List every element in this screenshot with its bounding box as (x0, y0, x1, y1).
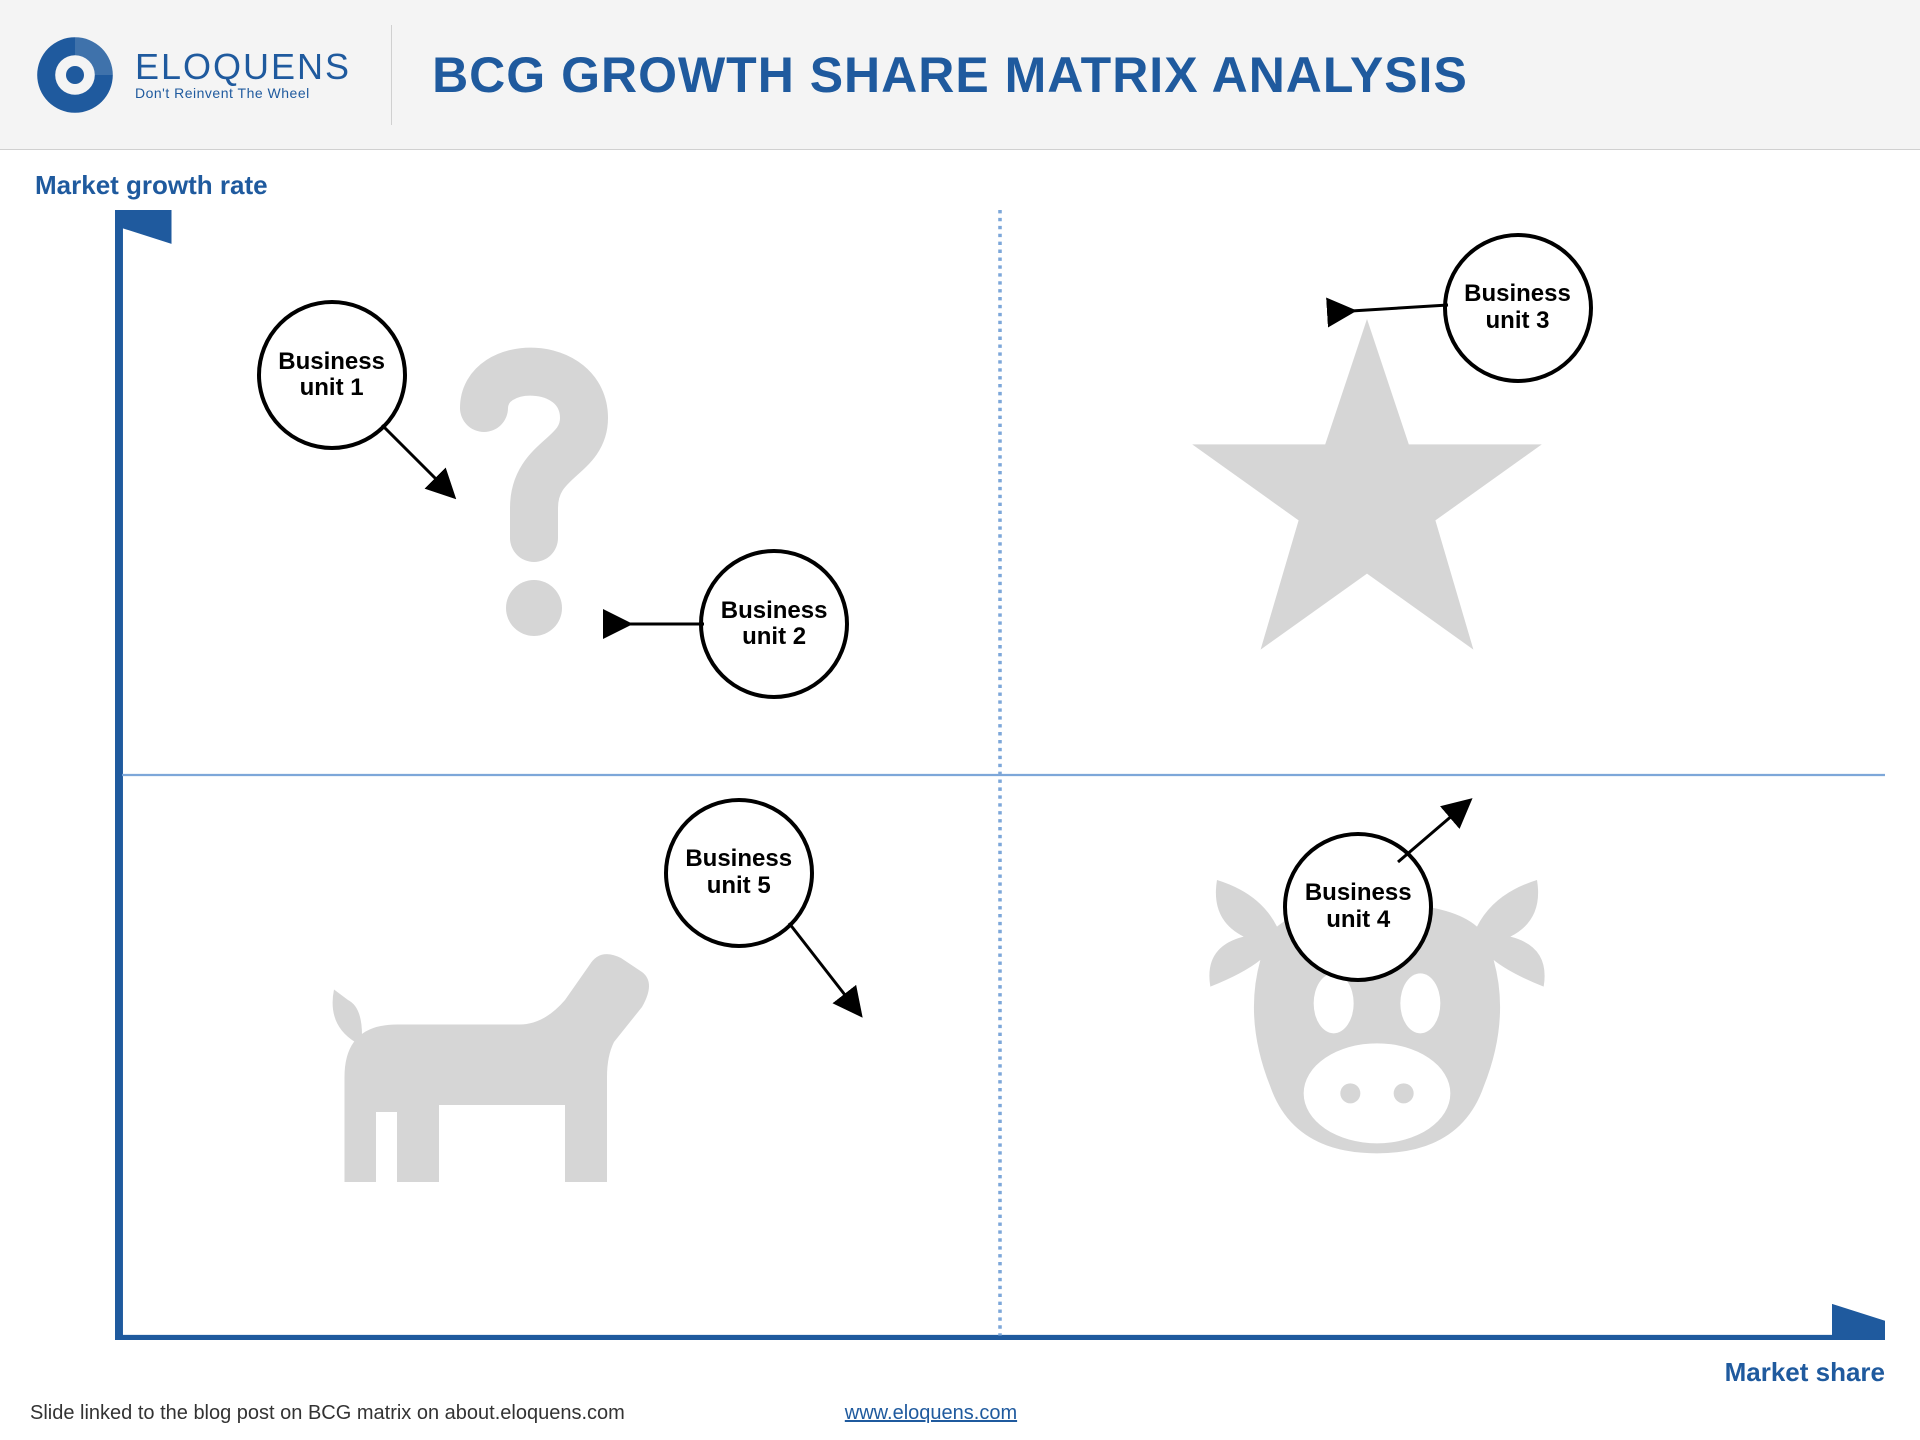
y-axis-label: Market growth rate (35, 170, 268, 201)
bubble-label: Business (278, 349, 385, 375)
bcg-matrix-chart: Market growth rate Market share (35, 170, 1885, 1350)
bubble-label: unit 1 (300, 375, 364, 401)
bubble-label: Business (685, 846, 792, 872)
logo-block: ELOQUENS Don't Reinvent The Wheel (30, 25, 392, 125)
arrow-unit-1 (377, 420, 477, 520)
bubble-unit-2: Business unit 2 (699, 549, 849, 699)
bubble-unit-3: Business unit 3 (1443, 233, 1593, 383)
plot-area: Business unit 1 Business unit 2 Business… (115, 210, 1885, 1340)
footer-note: Slide linked to the blog post on BCG mat… (30, 1402, 625, 1425)
bubble-label: unit 2 (742, 624, 806, 650)
bubble-label: unit 3 (1486, 308, 1550, 334)
x-axis-label: Market share (1725, 1357, 1885, 1388)
bubble-label: unit 5 (707, 873, 771, 899)
arrow-unit-5 (784, 918, 884, 1028)
footer: Slide linked to the blog post on BCG mat… (0, 1402, 1920, 1425)
bubble-label: Business (1464, 281, 1571, 307)
dog-icon (292, 832, 712, 1252)
page-title: BCG GROWTH SHARE MATRIX ANALYSIS (432, 46, 1468, 104)
arrow-unit-3 (1343, 293, 1453, 323)
footer-link[interactable]: www.eloquens.com (845, 1402, 1017, 1425)
bubble-label: unit 4 (1326, 907, 1390, 933)
eloquens-logo-icon (30, 30, 120, 120)
header-bar: ELOQUENS Don't Reinvent The Wheel BCG GR… (0, 0, 1920, 150)
arrow-unit-4 (1393, 792, 1483, 872)
bubble-label: Business (721, 598, 828, 624)
bubble-label: Business (1305, 880, 1412, 906)
logo-tagline: Don't Reinvent The Wheel (135, 85, 351, 101)
logo-name: ELOQUENS (135, 49, 351, 85)
arrow-unit-2 (619, 609, 709, 639)
